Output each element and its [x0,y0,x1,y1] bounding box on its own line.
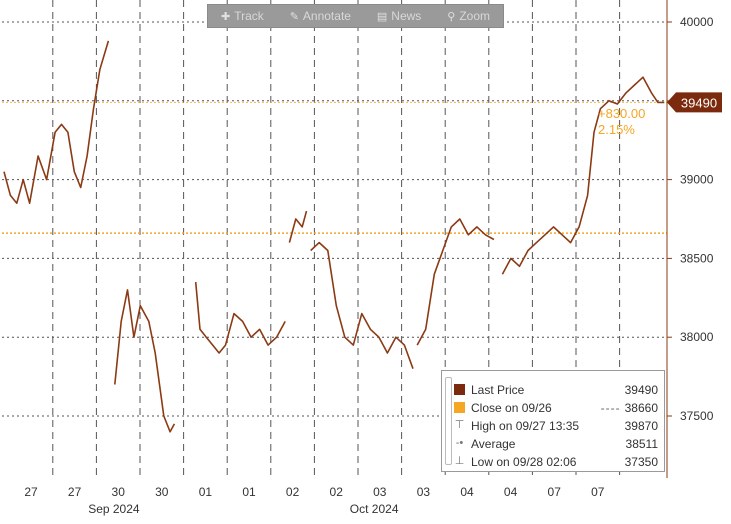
chart-legend: Last Price 39490 Close on 09/26 ---- 386… [441,370,665,472]
y-tick-label: 38000 [680,330,714,344]
close-swatch [454,402,465,413]
legend-high: ⊤ High on 09/27 13:35 39870 [454,418,658,433]
zoom-button[interactable]: ⚲ Zoom [447,9,490,23]
change-percent-label: 2.15% [598,122,635,137]
legend-low: ⊥ Low on 09/28 02:06 37350 [454,454,658,469]
series-segment [3,40,110,204]
average-marker-icon: -• [455,437,464,449]
series-segment [416,218,495,346]
legend-average: -• Average 38511 [455,436,658,451]
chart-toolbar: ✚ Track ✎ Annotate ▤ News ⚲ Zoom [207,4,504,28]
x-tick-label: 27 [24,485,38,499]
x-tick-label: 01 [242,485,256,499]
pencil-icon: ✎ [289,10,299,23]
high-marker-icon: ⊤ [454,419,465,431]
price-tags: 39490 +830.002.15% [598,92,722,137]
x-tick-label: 03 [373,485,387,499]
series-segment [288,210,308,243]
last-price-tag-label: 39490 [681,95,717,110]
crosshair-icon: ✚ [220,10,231,23]
legend-close: Close on 09/26 ---- 38660 [454,399,658,416]
last-price-series [3,40,665,433]
legend-last-price: Last Price 39490 [454,381,658,398]
series-segment [310,241,414,369]
annotate-button[interactable]: ✎ Annotate [289,9,351,23]
change-absolute-label: +830.00 [598,106,645,121]
y-tick-label: 40000 [680,15,714,29]
x-month-label: Sep 2024 [88,502,140,516]
series-segment [114,289,176,433]
series-segment [194,281,286,354]
x-tick-label: 30 [112,485,126,499]
last-price-swatch [454,384,465,395]
x-tick-label: 02 [286,485,300,499]
track-button[interactable]: ✚ Track [220,9,264,23]
magnifier-icon: ⚲ [447,10,456,23]
x-tick-label: 07 [591,485,605,499]
x-tick-label: 04 [504,485,518,499]
x-tick-label: 07 [548,485,562,499]
x-tick-label: 27 [68,485,82,499]
y-tick-label: 37500 [680,409,714,423]
last-price-tag-bg [667,92,722,113]
x-tick-label: 03 [417,485,431,499]
x-tick-label: 04 [460,485,474,499]
y-tick-label: 39000 [680,173,714,187]
news-button[interactable]: ▤ News [376,9,422,23]
series-segment [501,76,665,275]
legend-scrollbar[interactable] [445,377,452,465]
low-marker-icon: ⊥ [454,455,465,467]
x-tick-label: 30 [155,485,169,499]
x-month-label: Oct 2024 [350,502,399,516]
x-tick-label: 02 [330,485,344,499]
x-axis-ticks: 27 27 30 30 01 01 02 02 03 03 04 04 07 07 Sep 2024 Oct … [24,485,604,516]
x-tick-label: 01 [199,485,213,499]
y-tick-label: 38500 [680,251,714,265]
y-axis-ticks: 400003950039000385003800037500 [667,15,714,423]
news-icon: ▤ [376,10,388,23]
